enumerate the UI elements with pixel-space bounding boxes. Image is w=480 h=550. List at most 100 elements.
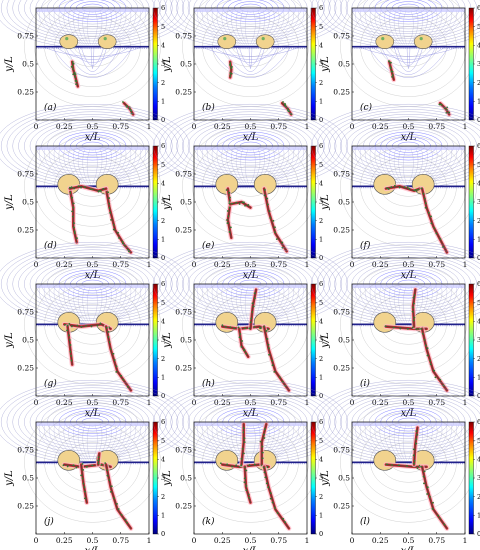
colorbar-tick-label: 3 — [319, 198, 323, 206]
y-tick-label: 0.75 — [17, 32, 34, 41]
x-tick-label: 0.25 — [56, 122, 73, 131]
y-tick-label: 0.75 — [175, 32, 192, 41]
colorbar-tick-label: 1 — [161, 374, 165, 382]
y-tick-label: 0.5 — [180, 60, 192, 69]
colorbar-tick-label: 0 — [477, 530, 480, 538]
x-tick-label: 0 — [192, 122, 197, 131]
colorbar — [152, 421, 158, 535]
colorbar-tick-label: 2 — [319, 493, 323, 501]
colorbar-tick-label: 3 — [161, 60, 165, 68]
x-tick-label: 1 — [305, 260, 310, 269]
x-tick-label: 0.75 — [270, 398, 287, 407]
colorbar-tick-label: 0 — [319, 530, 323, 538]
colorbar-tick-label: 0 — [161, 116, 165, 124]
panel-l: 0 0.25 0.5 0.75 1 0.25 0.5 0.75 x/L y/L (l) 0 1 2 3 4 5 6 — [311, 380, 480, 550]
inclusion — [413, 34, 433, 49]
crack-paths — [219, 421, 292, 531]
x-tick-label: 0.25 — [372, 122, 389, 131]
crack-paths — [61, 450, 134, 531]
x-axis-label: x/L — [85, 408, 101, 419]
y-tick-label: 0.5 — [338, 60, 350, 69]
x-tick-label: 0.25 — [372, 398, 389, 407]
inclusion — [217, 34, 237, 49]
colorbar-tick-label: 5 — [477, 437, 480, 445]
crack-paths — [219, 287, 292, 393]
x-tick-label: 0 — [350, 398, 355, 407]
x-tick-label: 0.25 — [214, 398, 231, 407]
colorbar-tick-label: 5 — [161, 23, 165, 31]
field-contours — [0, 104, 190, 188]
inclusion — [375, 34, 395, 49]
panel-g: 0 0.25 0.5 0.75 1 0.25 0.5 0.75 x/L y/L (g) 0 1 2 3 4 5 6 — [0, 242, 190, 419]
y-axis-label: y/L — [162, 470, 173, 487]
colorbar-tick-label: 1 — [319, 374, 323, 382]
y-axis-label: y/L — [162, 194, 173, 211]
panel-e: 0 0.25 0.5 0.75 1 0.25 0.5 0.75 x/L y/L (e) 0 1 2 3 4 5 6 — [153, 104, 348, 281]
colorbar-tick-label: 6 — [161, 280, 165, 288]
x-axis-label: x/L — [243, 546, 259, 550]
x-tick-label: 0 — [192, 260, 197, 269]
colorbar-tick-label: 1 — [161, 512, 165, 520]
colorbar — [310, 145, 316, 259]
colorbar-tick-label: 5 — [477, 23, 480, 31]
colorbar-tick-label: 1 — [319, 236, 323, 244]
colorbar-tick-label: 3 — [319, 336, 323, 344]
y-tick-label: 0.75 — [17, 308, 34, 317]
colorbar-tick-label: 4 — [161, 42, 165, 50]
colorbar-tick-label: 5 — [161, 161, 165, 169]
crack-paths — [383, 183, 450, 255]
panel-label: (c) — [360, 102, 373, 113]
colorbar-tick-label: 6 — [477, 418, 480, 426]
colorbar-tick-label: 3 — [161, 474, 165, 482]
colorbar-tick-label: 2 — [319, 355, 323, 363]
x-tick-label: 0.5 — [403, 398, 415, 407]
y-tick-label: 0.25 — [17, 226, 34, 235]
panel-label: (l) — [360, 516, 370, 527]
inclusion — [97, 34, 117, 49]
x-tick-label: 0.75 — [270, 260, 287, 269]
panel-label: (f) — [360, 240, 371, 251]
y-tick-label: 0.25 — [333, 364, 350, 373]
colorbar-tick-label: 5 — [161, 299, 165, 307]
x-tick-label: 0.75 — [112, 122, 129, 131]
panel-j: 0 0.25 0.5 0.75 1 0.25 0.5 0.75 x/L y/L (j) 0 1 2 3 4 5 6 — [0, 380, 190, 550]
x-tick-label: 0.25 — [214, 260, 231, 269]
colorbar — [468, 283, 474, 397]
colorbar-tick-label: 2 — [319, 79, 323, 87]
x-tick-label: 0.5 — [245, 260, 257, 269]
x-axis-label: x/L — [85, 132, 101, 143]
colorbar-tick-label: 0 — [161, 392, 165, 400]
colorbar-tick-label: 4 — [477, 456, 480, 464]
panel-label: (b) — [202, 102, 215, 113]
x-tick-label: 1 — [463, 398, 468, 407]
y-tick-label: 0.25 — [17, 88, 34, 97]
y-tick-label: 0.5 — [180, 474, 192, 483]
colorbar-tick-label: 6 — [477, 280, 480, 288]
x-axis-label: x/L — [243, 132, 259, 143]
x-tick-label: 0 — [34, 260, 39, 269]
colorbar-tick-label: 4 — [477, 180, 480, 188]
y-axis-label: y/L — [4, 194, 15, 211]
x-tick-label: 0 — [34, 398, 39, 407]
panel-a: 0 0.25 0.5 0.75 1 0.25 0.5 0.75 x/L y/L (a) 0 1 2 3 4 5 6 — [0, 0, 190, 143]
colorbar — [152, 7, 158, 121]
colorbar-tick-label: 4 — [477, 42, 480, 50]
y-tick-label: 0.25 — [17, 364, 34, 373]
y-tick-label: 0.5 — [22, 474, 34, 483]
colorbar-tick-label: 0 — [477, 392, 480, 400]
colorbar — [310, 7, 316, 121]
colorbar-tick-label: 3 — [161, 198, 165, 206]
colorbar — [468, 7, 474, 121]
colorbar — [152, 283, 158, 397]
inclusion — [255, 34, 275, 49]
x-tick-label: 0 — [350, 122, 355, 131]
colorbar-tick-label: 0 — [161, 254, 165, 262]
colorbar-tick-label: 0 — [319, 254, 323, 262]
x-tick-label: 0.5 — [403, 536, 415, 545]
crack-paths — [383, 425, 450, 531]
y-tick-label: 0.75 — [175, 446, 192, 455]
x-tick-label: 0.25 — [56, 398, 73, 407]
x-axis-label: x/L — [243, 408, 259, 419]
colorbar-tick-label: 0 — [477, 116, 480, 124]
x-tick-label: 1 — [305, 536, 310, 545]
